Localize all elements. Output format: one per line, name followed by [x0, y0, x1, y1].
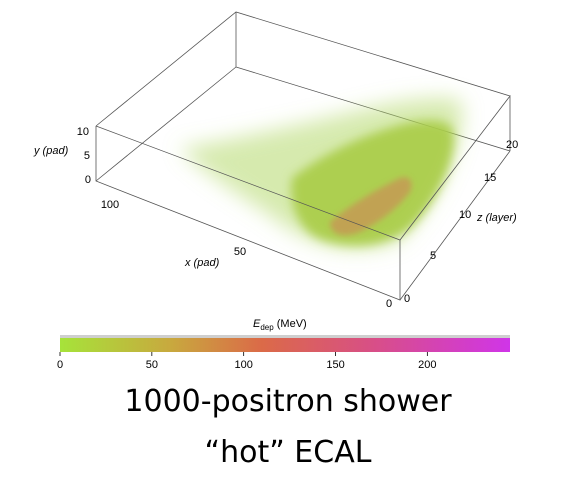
y-tick-0: 0 — [85, 174, 91, 186]
colorbar: Edep (MeV) 0 50 100 150 200 — [57, 318, 510, 371]
colorbar-label: Edep (MeV) — [253, 318, 307, 332]
x-axis-label: x (pad) — [184, 257, 220, 269]
colorbar-strip-top — [60, 335, 510, 338]
colorbar-tick-label: 150 — [326, 359, 344, 371]
x-tick-0: 0 — [386, 298, 392, 310]
z-tick-15: 15 — [484, 172, 496, 184]
y-tick-5: 5 — [84, 150, 90, 162]
z-axis-label-text: z (layer) — [476, 212, 517, 224]
colorbar-label-unit: (MeV) — [274, 318, 307, 330]
colorbar-label-sub: dep — [260, 323, 274, 332]
z-tick-0: 0 — [404, 293, 410, 305]
z-tick-5: 5 — [430, 250, 436, 262]
y-tick-10: 10 — [77, 126, 89, 138]
y-axis: 10 5 0 y (pad) — [33, 126, 91, 186]
z-tick-10: 10 — [459, 209, 471, 221]
x-tick-100: 100 — [101, 199, 119, 211]
caption-title: 1000-positron shower — [0, 387, 576, 417]
caption-subtitle: “hot” ECAL — [0, 438, 576, 468]
colorbar-gradient — [60, 338, 510, 352]
colorbar-ticks: 0 50 100 150 200 — [57, 352, 437, 371]
y-axis-label-text: y (pad) — [33, 145, 69, 157]
colorbar-tick-label: 0 — [57, 359, 63, 371]
colorbar-tick-label: 200 — [418, 359, 436, 371]
x-axis-label-text: x (pad) — [184, 257, 220, 269]
z-axis-label: z (layer) — [476, 212, 517, 224]
colorbar-tick-label: 100 — [234, 359, 252, 371]
x-tick-50: 50 — [234, 246, 246, 258]
y-axis-label: y (pad) — [33, 145, 69, 157]
z-tick-20: 20 — [506, 139, 518, 151]
colorbar-tick-label: 50 — [146, 359, 158, 371]
